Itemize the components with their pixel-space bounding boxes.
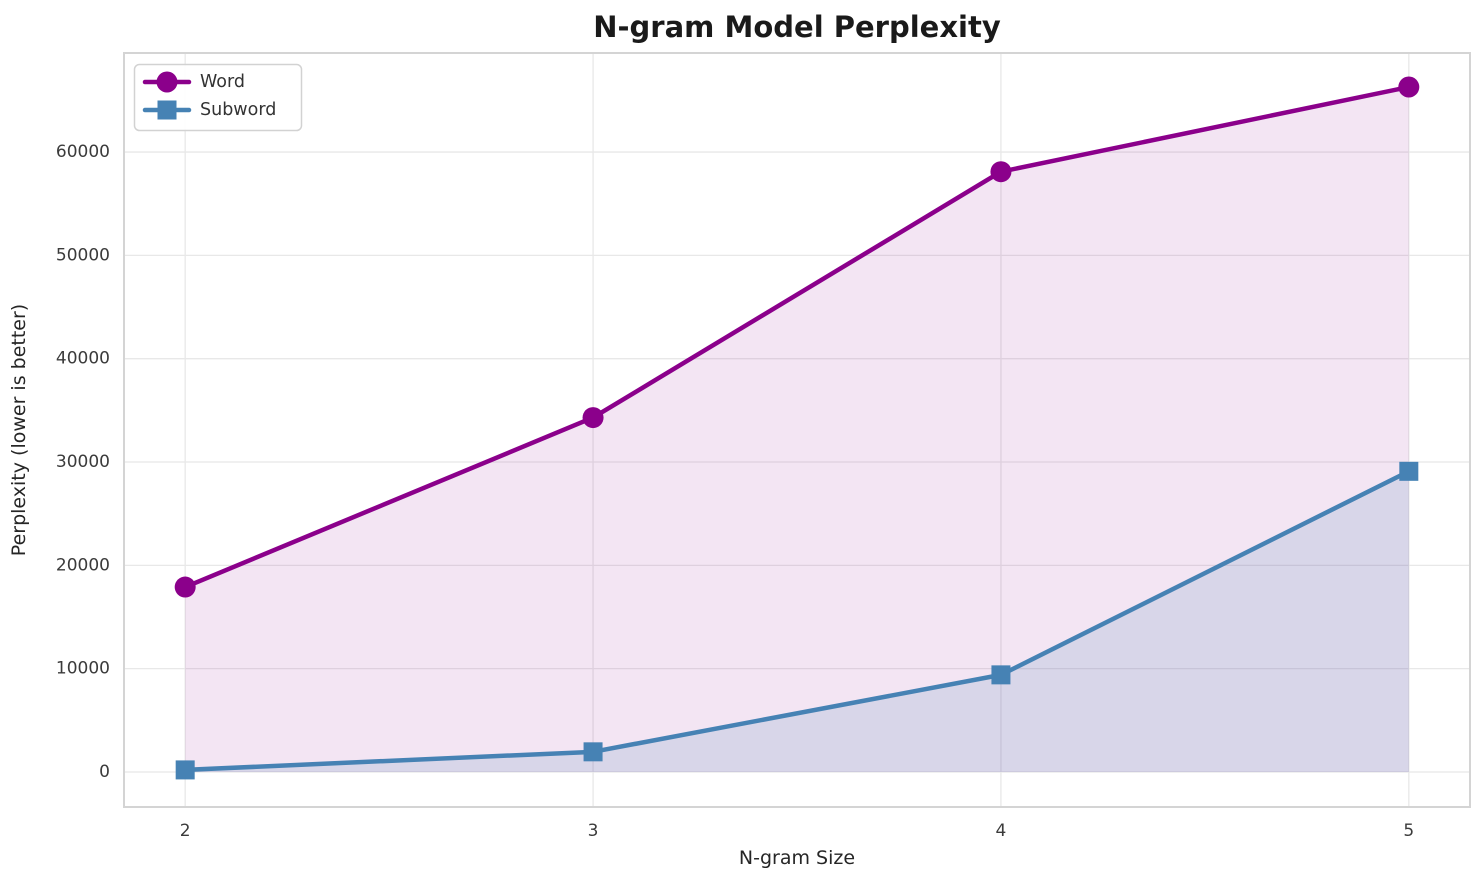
data-point-subword-5 [1399,461,1419,481]
area-fills [185,86,1409,772]
data-point-subword-4 [991,665,1011,685]
data-point-subword-2 [175,760,195,780]
y-axis-label: Perplexity (lower is better) [8,304,30,556]
y-tick-label: 60000 [56,142,110,162]
data-point-word-4 [990,161,1012,183]
series-line-subword [182,469,1412,773]
x-tick-label: 4 [996,821,1007,841]
series-word [174,76,1420,598]
series-subword [175,461,1419,780]
series-line-word [182,84,1412,590]
legend-label: Word [200,72,245,92]
y-tick-label: 30000 [56,452,110,472]
y-tick-label: 20000 [56,555,110,575]
x-tick-label: 5 [1403,821,1414,841]
area-fill-subword [185,471,1409,772]
legend-item-subword: Subword [142,100,276,120]
x-tick-label: 3 [588,821,599,841]
legend-label: Subword [200,100,276,120]
data-point-word-5 [1398,76,1420,98]
data-series [174,76,1420,780]
x-axis-label: N-gram Size [739,847,855,869]
legend-circle-marker-icon [156,71,178,93]
legend: Word Subword [133,63,303,132]
x-tick-label: 2 [180,821,191,841]
legend-square-marker-icon [157,100,177,120]
chart-title: N-gram Model Perplexity [593,10,1001,44]
data-point-word-3 [582,407,604,429]
data-point-subword-3 [583,742,603,762]
data-point-word-2 [174,576,196,598]
y-tick-label: 0 [99,762,110,782]
y-tick-label: 40000 [56,349,110,369]
plot-border [123,52,1471,808]
y-tick-label: 10000 [56,659,110,679]
axis-tick-labels: 0 10000 20000 30000 40000 50000 60000 2 3 4 5 [56,142,1414,841]
y-tick-label: 50000 [56,245,110,265]
area-fill-word [185,86,1409,772]
legend-item-word: Word [142,71,245,93]
